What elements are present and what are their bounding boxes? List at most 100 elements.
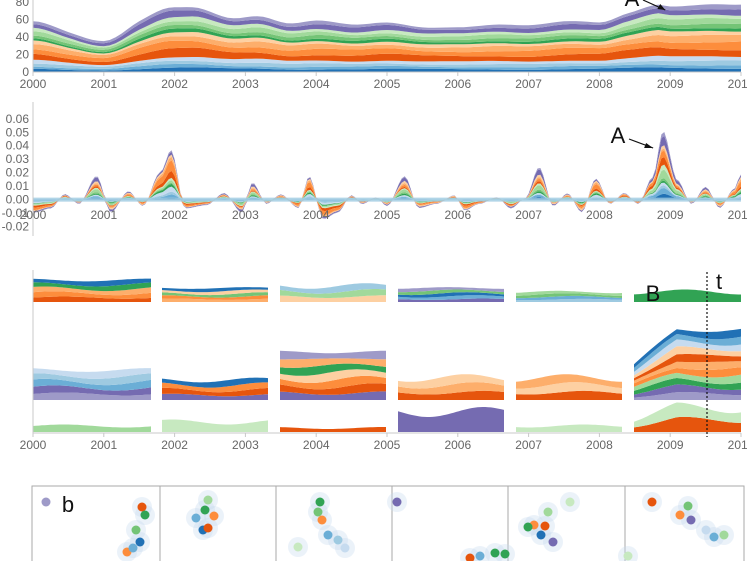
- multiple-area-r1-p5: [516, 290, 622, 296]
- multiple-area-r2-p3: [280, 363, 386, 376]
- x-tick-label: 2005: [374, 438, 401, 452]
- scatter-point: [565, 497, 575, 507]
- multiple-area-r3-p3: [280, 427, 386, 432]
- y-tick-label: 0.03: [6, 152, 30, 166]
- stream-layer-10: [33, 23, 741, 53]
- y-tick-label: 0.01: [6, 179, 30, 193]
- multiple-area-r2-p1: [33, 385, 151, 396]
- scatter-point: [203, 523, 213, 533]
- scatter-point: [333, 535, 343, 545]
- x-tick-label: 2003: [232, 77, 259, 91]
- scatter-point: [719, 530, 729, 540]
- multiple-area-r3-p6: [634, 416, 741, 432]
- derivative-pos-layer-8: [33, 145, 741, 200]
- multiple-area-r1-p3: [280, 295, 386, 302]
- stream-layer-9: [33, 26, 741, 54]
- derivative-pos-layer-3: [33, 185, 741, 200]
- multiple-area-r2-p3: [280, 383, 386, 395]
- scatter-point: [683, 501, 693, 511]
- y-tick-label: 0.00: [6, 193, 30, 207]
- y-tick-label: -0.01: [2, 206, 30, 220]
- multiple-area-r2-p3: [280, 391, 386, 400]
- x-tick-label: 2005: [374, 208, 401, 222]
- scatter-point: [623, 551, 633, 561]
- multiple-area-r2-p6: [634, 361, 741, 384]
- annotation-a-arrowhead: [644, 143, 654, 148]
- multiple-area-r2-p4: [398, 390, 504, 400]
- zero-band: [33, 197, 741, 202]
- x-tick-label: 2004: [303, 77, 330, 91]
- scatter-point: [137, 502, 147, 512]
- multiple-area-r2-p2: [162, 382, 268, 393]
- stacked-streamgraph-panel: 0 20 40 60 80 2000 2001 2002 2003 2004 2005 2006 200…: [16, 0, 747, 91]
- x-tick-label: 2003: [232, 208, 259, 222]
- x-tick-label: 2004: [303, 438, 330, 452]
- multiple-area-r1-p2: [162, 287, 268, 293]
- x-tick-label: 2006: [444, 77, 471, 91]
- y-tick-label: -0.02: [2, 220, 30, 234]
- stream-layer-13: [33, 8, 741, 47]
- scatter-point: [323, 530, 333, 540]
- multiple-area-r1-p2: [162, 295, 268, 300]
- scatter-point: [475, 551, 485, 561]
- stream-layer-8: [33, 30, 741, 55]
- multiple-area-r2-p1: [33, 373, 151, 386]
- multiple-area-r2-p6: [634, 346, 741, 379]
- multiple-area-r1-p4: [398, 287, 504, 293]
- x-tick-label: 2008: [586, 208, 613, 222]
- multiple-area-r3-p4: [398, 407, 504, 432]
- scatter-point: [686, 515, 696, 525]
- x-tick-label: 2004: [303, 208, 330, 222]
- small-multiples-panel: 2000 2001 2002 2003 2004 2005 2006 2007 2008 2009…: [20, 269, 747, 452]
- scatter-point: [500, 549, 510, 559]
- multiple-area-r2-p4: [398, 382, 504, 395]
- derivative-pos-layer-14: [33, 132, 741, 200]
- scatter-point: [701, 525, 711, 535]
- scatter-point: [203, 495, 213, 505]
- multiple-area-r2-p1: [33, 378, 151, 391]
- multiple-area-r2-p6: [634, 328, 741, 368]
- derivative-pos-layer-12: [33, 164, 741, 200]
- multiple-area-r1-p3: [280, 289, 386, 298]
- stream-layer-2: [33, 63, 741, 71]
- stream-layer-1: [33, 67, 741, 72]
- multiple-area-r2-p2: [162, 377, 268, 388]
- stream-layer-12: [33, 13, 741, 48]
- multiple-area-r2-p6: [634, 384, 741, 398]
- multiple-area-r2-p6: [634, 378, 741, 395]
- multiple-area-r1-p4: [398, 295, 504, 300]
- multiple-area-r2-p5: [516, 382, 622, 395]
- y-tick-label: 40: [16, 30, 30, 44]
- derivative-pos-layer-10: [33, 178, 741, 200]
- y-tick-label: 0.02: [6, 166, 30, 180]
- y-tick-label: 0.05: [6, 125, 30, 139]
- x-tick-label: 2002: [161, 438, 188, 452]
- multiple-area-r2-p1: [33, 368, 151, 379]
- x-tick-label: 2000: [20, 77, 47, 91]
- derivative-neg-layer-12: [33, 199, 741, 209]
- multiple-area-r2-p3: [280, 358, 386, 368]
- stream-layer-4: [33, 55, 741, 67]
- annotation-b-label: B: [646, 281, 661, 306]
- scatter-point: [135, 537, 145, 547]
- x-tick-label: 2001: [90, 208, 117, 222]
- stream-layer-11: [33, 18, 741, 50]
- multiple-area-r1-p1: [33, 278, 151, 287]
- scatter-point: [140, 510, 150, 520]
- multiple-area-r1-p5: [516, 293, 622, 299]
- scatter-point: [293, 542, 303, 552]
- multiple-area-r2-p4: [398, 374, 504, 389]
- multiple-area-r3-p5: [516, 424, 622, 432]
- multiple-area-r2-p5: [516, 374, 622, 389]
- annotation-b-small-label: b: [62, 492, 74, 517]
- multiple-area-r1-p2: [162, 292, 268, 298]
- scatter-point: [131, 525, 141, 535]
- scatter-point: [315, 497, 325, 507]
- scatter-point: [128, 543, 138, 553]
- scatter-point: [675, 510, 685, 520]
- scatter-point: [543, 507, 553, 517]
